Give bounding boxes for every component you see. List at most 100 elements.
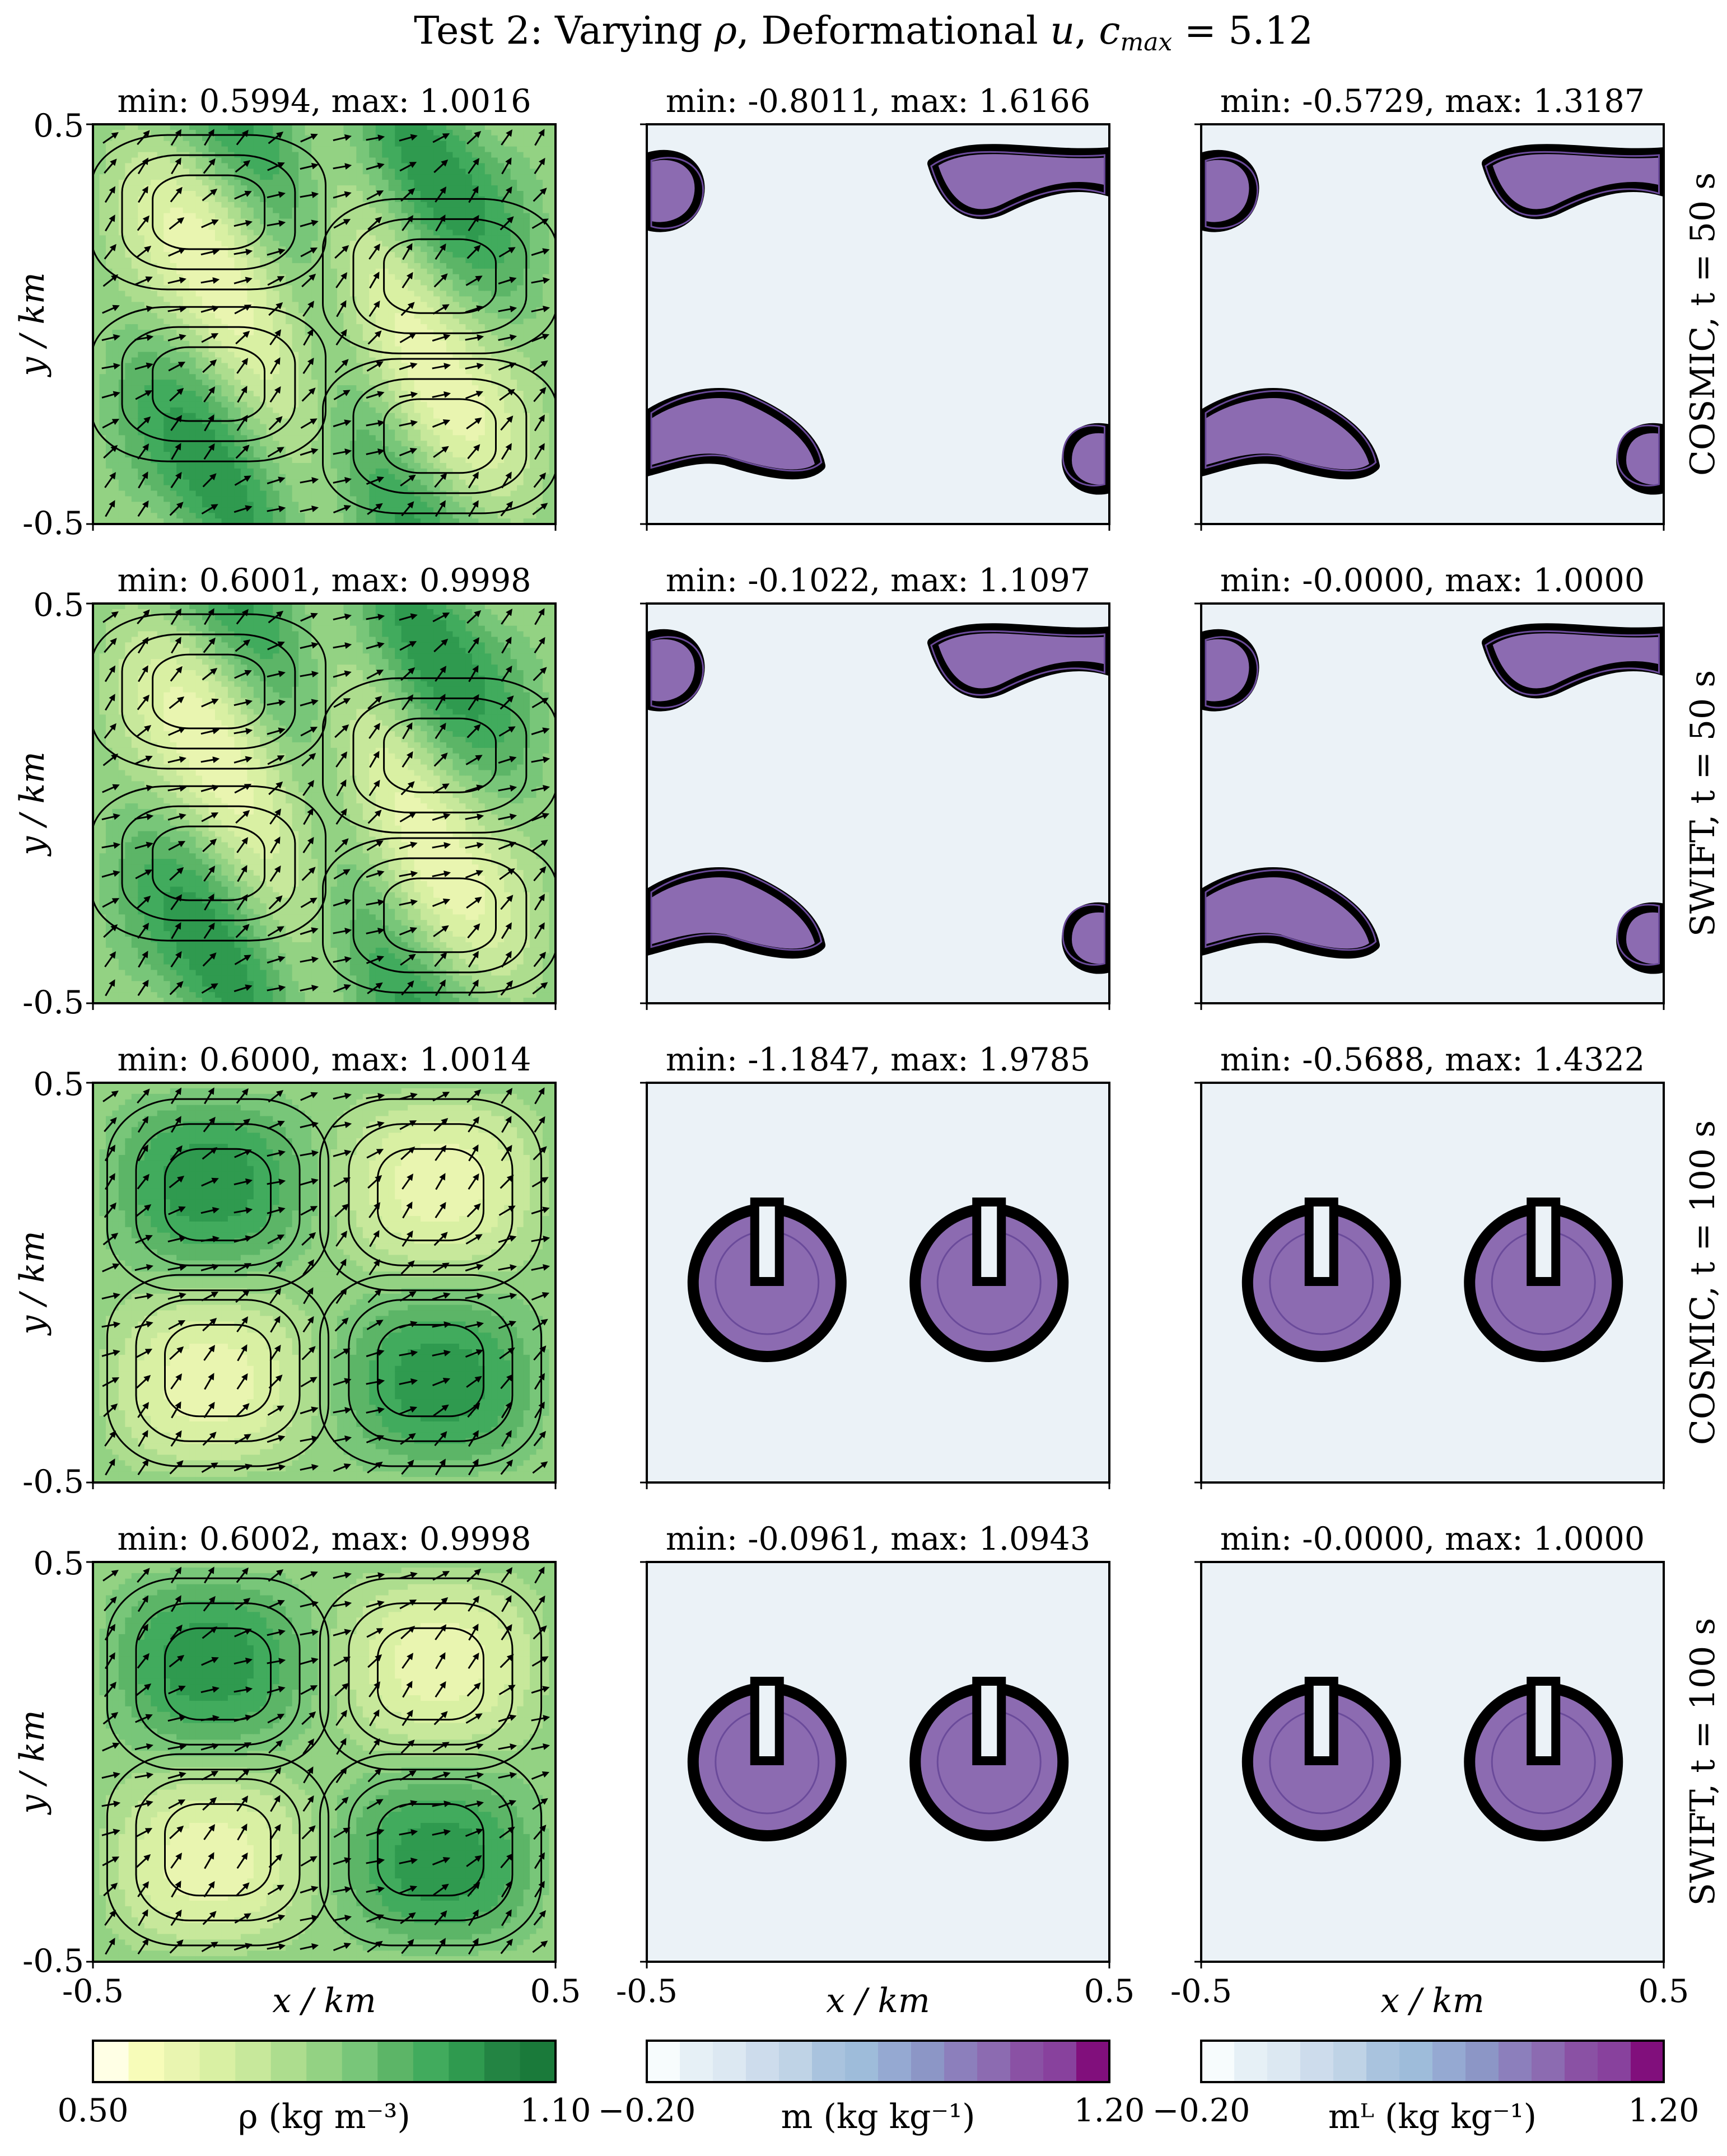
rho-cell bbox=[530, 191, 537, 197]
rho-cell bbox=[240, 380, 248, 386]
rho-cell bbox=[497, 258, 505, 264]
rho-cell bbox=[517, 329, 524, 336]
rho-cell bbox=[164, 391, 171, 397]
rho-cell bbox=[279, 407, 286, 414]
rho-cell bbox=[427, 274, 434, 280]
rho-cell bbox=[131, 385, 139, 391]
rho-cell bbox=[99, 291, 106, 297]
rho-cell bbox=[388, 157, 395, 164]
rho-cell bbox=[286, 313, 293, 319]
rho-cell bbox=[279, 124, 286, 130]
rho-cell bbox=[234, 468, 241, 475]
rho-cell bbox=[99, 413, 106, 419]
rho-cell bbox=[247, 502, 254, 508]
rho-cell bbox=[93, 274, 100, 280]
rho-cell bbox=[183, 335, 190, 342]
rho-cell bbox=[195, 169, 203, 175]
rho-cell bbox=[138, 385, 145, 391]
rho-cell bbox=[330, 485, 338, 492]
rho-cell bbox=[247, 213, 254, 219]
rho-cell bbox=[292, 252, 299, 258]
rho-cell bbox=[183, 429, 190, 436]
rho-cell bbox=[189, 335, 197, 342]
rho-cell bbox=[286, 502, 293, 508]
rho-cell bbox=[208, 329, 216, 336]
rho-cell bbox=[279, 429, 286, 436]
rho-cell bbox=[382, 441, 389, 447]
rho-cell bbox=[214, 518, 222, 524]
rho-cell bbox=[157, 407, 164, 414]
rho-cell bbox=[497, 246, 505, 252]
rho-cell bbox=[157, 213, 164, 219]
rho-cell bbox=[497, 490, 505, 497]
rho-cell bbox=[349, 357, 357, 364]
rho-cell bbox=[446, 291, 454, 297]
rho-cell bbox=[356, 258, 363, 264]
rho-cell bbox=[478, 235, 486, 242]
rho-cell bbox=[260, 385, 267, 391]
rho-cell bbox=[105, 474, 113, 480]
rho-cell bbox=[452, 385, 460, 391]
rho-cell bbox=[247, 207, 254, 214]
rho-cell bbox=[118, 279, 126, 286]
rho-cell bbox=[93, 180, 100, 186]
rho-cell bbox=[105, 418, 113, 425]
rho-cell bbox=[164, 335, 171, 342]
title-c: c bbox=[1099, 9, 1120, 53]
rho-cell bbox=[118, 435, 126, 442]
rho-cell bbox=[240, 507, 248, 513]
rho-cell bbox=[433, 218, 441, 225]
rho-cell bbox=[125, 324, 132, 330]
rho-cell bbox=[311, 279, 319, 286]
rho-cell bbox=[189, 457, 197, 464]
rho-cell bbox=[234, 518, 241, 524]
rho-cell bbox=[491, 490, 498, 497]
rho-cell bbox=[375, 263, 383, 269]
rho-cell bbox=[491, 235, 498, 242]
rho-cell bbox=[369, 468, 376, 475]
rho-cell bbox=[375, 513, 383, 519]
rho-cell bbox=[395, 313, 402, 319]
rho-cell bbox=[330, 124, 338, 130]
rho-cell bbox=[214, 185, 222, 191]
rho-cell bbox=[292, 452, 299, 458]
rho-cell bbox=[414, 441, 421, 447]
rho-cell bbox=[125, 380, 132, 386]
rho-cell bbox=[401, 169, 408, 175]
rho-cell bbox=[266, 263, 274, 269]
rho-cell bbox=[452, 152, 460, 158]
rho-cell bbox=[472, 319, 479, 325]
rho-cell bbox=[170, 401, 177, 408]
rho-cell bbox=[362, 329, 370, 336]
rho-cell bbox=[202, 474, 209, 480]
rho-cell bbox=[478, 429, 486, 436]
rho-cell bbox=[240, 141, 248, 147]
rho-cell bbox=[99, 124, 106, 130]
rho-cell bbox=[183, 374, 190, 380]
rho-cell bbox=[337, 435, 344, 442]
rho-cell bbox=[221, 462, 228, 469]
rho-cell bbox=[517, 274, 524, 280]
rho-cell bbox=[298, 163, 306, 170]
rho-cell bbox=[266, 135, 274, 142]
rho-cell bbox=[349, 235, 357, 242]
rho-cell bbox=[517, 496, 524, 503]
rho-cell bbox=[491, 407, 498, 414]
rho-cell bbox=[214, 424, 222, 431]
rho-cell bbox=[446, 429, 454, 436]
rho-cell bbox=[170, 457, 177, 464]
rho-cell bbox=[318, 396, 325, 403]
rho-cell bbox=[395, 263, 402, 269]
rho-cell bbox=[427, 246, 434, 252]
rho-cell bbox=[157, 441, 164, 447]
rho-cell bbox=[273, 319, 280, 325]
rho-cell bbox=[144, 302, 152, 308]
rho-cell bbox=[362, 174, 370, 180]
rho-cell bbox=[138, 263, 145, 269]
rho-cell bbox=[214, 129, 222, 136]
rho-cell bbox=[214, 352, 222, 358]
rho-cell bbox=[465, 357, 473, 364]
rho-cell bbox=[170, 252, 177, 258]
rho-cell bbox=[446, 207, 454, 214]
rho-cell bbox=[144, 479, 152, 486]
